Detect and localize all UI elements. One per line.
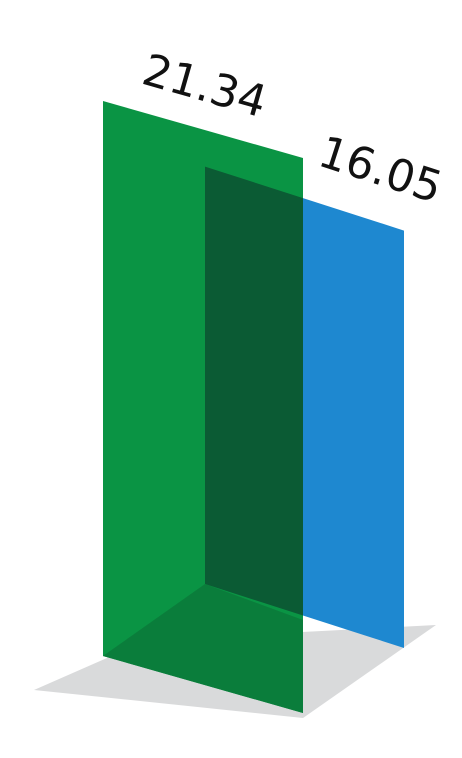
bar-value-label-green: 21.34	[137, 45, 272, 129]
bar-value-label-blue: 16.05	[313, 127, 449, 214]
bar-overlap	[205, 166, 303, 616]
bar-green-base	[103, 584, 303, 713]
